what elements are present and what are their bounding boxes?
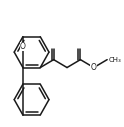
Text: CH₃: CH₃ (108, 57, 121, 63)
Text: O: O (91, 63, 97, 72)
Text: O: O (20, 42, 26, 51)
